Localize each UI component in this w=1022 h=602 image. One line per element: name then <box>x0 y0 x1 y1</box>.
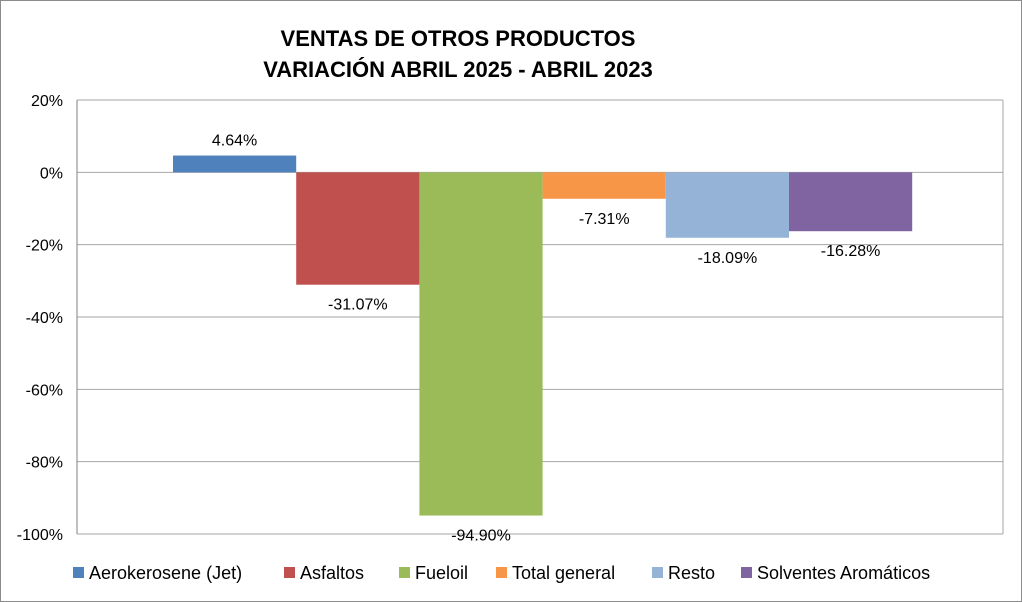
chart-title-line-1: VENTAS DE OTROS PRODUCTOS <box>280 26 636 51</box>
legend-swatch-1 <box>284 567 295 578</box>
legend-label: Asfaltos <box>300 563 364 583</box>
y-tick-label: -60% <box>26 382 63 399</box>
data-label: 4.64% <box>212 133 257 150</box>
y-tick-label: -80% <box>26 455 63 472</box>
legend-label: Resto <box>668 563 715 583</box>
bar-3 <box>542 172 666 199</box>
legend-label: Fueloil <box>415 563 468 583</box>
legend-label: Total general <box>512 563 615 583</box>
data-label: -31.07% <box>328 297 388 314</box>
bar-4 <box>665 172 789 238</box>
legend-label: Solventes Aromáticos <box>757 563 930 583</box>
legend-swatch-3 <box>496 567 507 578</box>
data-label: -7.31% <box>579 211 630 228</box>
y-tick-label: -40% <box>26 310 63 327</box>
data-label: -18.09% <box>698 250 758 267</box>
y-tick-label: 0% <box>40 165 63 182</box>
y-tick-label: 20% <box>31 93 63 110</box>
legend-swatch-2 <box>399 567 410 578</box>
bar-2 <box>419 172 543 516</box>
chart-title-line-2: VARIACIÓN ABRIL 2025 - ABRIL 2023 <box>263 57 653 82</box>
bar-0 <box>173 155 297 173</box>
legend-swatch-0 <box>73 567 84 578</box>
data-label: -16.28% <box>821 243 881 260</box>
bar-5 <box>789 172 913 232</box>
chart-title: VENTAS DE OTROS PRODUCTOS VARIACIÓN ABRI… <box>1 23 915 85</box>
y-tick-label: -100% <box>17 527 63 544</box>
legend-label: Aerokerosene (Jet) <box>89 563 242 583</box>
legend-swatch-5 <box>741 567 752 578</box>
data-label: -94.90% <box>451 528 511 545</box>
bar-1 <box>296 172 420 285</box>
y-tick-label: -20% <box>26 238 63 255</box>
legend-swatch-4 <box>652 567 663 578</box>
